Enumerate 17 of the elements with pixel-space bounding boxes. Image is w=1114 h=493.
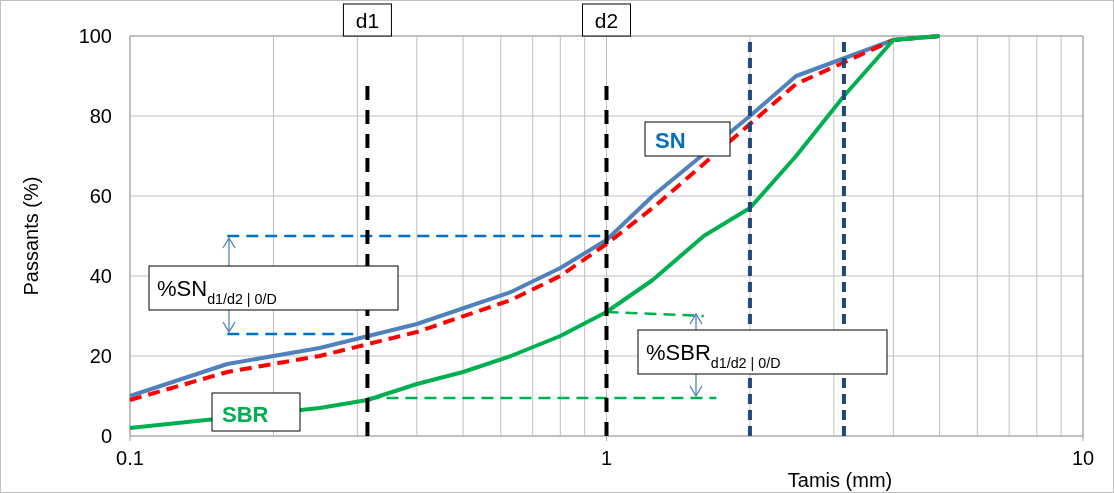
annotation: %SBR$_{d1/d2 | 0/D}$ (646, 340, 781, 371)
x-tick-label: 0.1 (116, 447, 144, 469)
y-tick-label: 100 (78, 25, 112, 47)
annotation: SN (655, 128, 686, 153)
annotation: SBR (222, 402, 269, 427)
y-tick-label: 20 (89, 345, 112, 367)
y-tick-label: 80 (89, 105, 112, 127)
annotation: %SN$_{d1/d2 | 0/D}$ (157, 276, 277, 307)
y-axis-title: Passants (%) (20, 176, 42, 296)
y-tick-label: 40 (89, 265, 112, 287)
y-tick-label: 60 (89, 185, 112, 207)
x-tick-label: 1 (600, 447, 613, 469)
y-tick-label: 0 (100, 425, 112, 447)
x-axis-title: Tamis (mm) (787, 469, 893, 491)
ref-line-label: d1 (355, 9, 380, 32)
x-tick-label: 10 (1071, 447, 1095, 469)
ref-line-label: d2 (594, 9, 619, 32)
